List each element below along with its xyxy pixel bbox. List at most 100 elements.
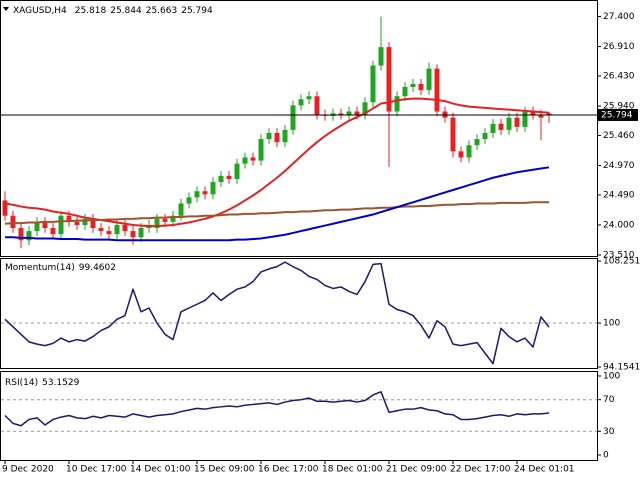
ohlc-value: 25.844 [110, 6, 142, 16]
candle-body [178, 203, 184, 216]
candle-body [426, 68, 432, 91]
indicator-title: RSI(14) 53.1529 [5, 378, 80, 388]
candle-body [26, 231, 32, 241]
candle-body [210, 182, 216, 195]
candle-body [522, 111, 528, 127]
candle-body [114, 224, 120, 235]
y-tick-label: 70 [603, 395, 615, 405]
y-tick-label: 24.000 [603, 220, 635, 230]
candle-body [186, 197, 192, 204]
y-tick-label: 0 [603, 451, 609, 461]
candle-body [218, 175, 224, 183]
indicator-name: RSI(14) [5, 378, 38, 388]
candle-body [346, 111, 352, 115]
candle-body [506, 117, 512, 130]
y-tick-label: 25.460 [603, 131, 635, 141]
candle-body [298, 99, 304, 106]
candle-body [450, 117, 456, 152]
candle-body [250, 157, 256, 161]
candle-body [90, 218, 96, 229]
y-tick-label: 26.910 [603, 42, 635, 52]
candle-body [98, 228, 104, 232]
candle-body [74, 221, 80, 225]
candle-body [338, 113, 344, 115]
candle-body [362, 102, 368, 115]
candle-body [394, 96, 400, 112]
candle-body [546, 113, 552, 115]
indicator-value: 99.4602 [79, 263, 116, 273]
ohlc-value: 25.794 [181, 6, 213, 16]
main-panel-frame [0, 0, 598, 257]
candle-body [290, 105, 296, 130]
plot-layer: 27.400 26.910 26.430 25.940 25.460 24.970 24.4… [1, 6, 640, 475]
x-tick-label: 21 Dec 09:00 [386, 465, 447, 475]
y-tick-label: 100 [603, 319, 620, 329]
candle-body [58, 215, 64, 235]
moving-average-line [5, 166, 550, 242]
candle-body [530, 111, 536, 115]
candle-body [170, 215, 176, 222]
current-price-label: 25.794 [601, 110, 633, 120]
candle-body [258, 139, 264, 161]
indicator-title: Momentum(14) 99.4602 [5, 263, 116, 273]
y-tick-label: 27.400 [603, 12, 635, 22]
candle-body [538, 114, 544, 118]
candle-body [386, 47, 392, 112]
candle-body [402, 87, 408, 97]
rsi-panel-frame [0, 371, 598, 461]
x-tick-label: 15 Dec 09:00 [194, 465, 255, 475]
candle-body [514, 117, 520, 127]
ohlc-value: 25.663 [146, 6, 178, 16]
x-tick-label: 22 Dec 17:00 [450, 465, 511, 475]
y-tick-label: 24.970 [603, 161, 635, 171]
candle-body [466, 145, 472, 158]
chart-title: XAGUSD,H4 [13, 6, 67, 16]
candle-body [370, 65, 376, 103]
candle-body [482, 132, 488, 140]
indicator-name: Momentum(14) [5, 263, 75, 273]
ohlc-value: 25.818 [75, 6, 107, 16]
candle-body [66, 215, 72, 222]
indicator-line [4, 261, 550, 365]
y-tick-label: 100 [603, 372, 620, 382]
y-tick-label: 23.510 [603, 251, 635, 261]
candle-body [418, 83, 424, 91]
momentum-panel-frame [0, 258, 598, 369]
candle-body [306, 96, 312, 100]
candle-body [154, 218, 160, 229]
x-tick-label: 16 Dec 17:00 [258, 465, 319, 475]
candle-body [162, 218, 168, 222]
candle-body [138, 228, 144, 238]
indicator-value: 53.1529 [42, 378, 79, 388]
candle-body [354, 111, 360, 115]
y-tick-label: 30 [603, 427, 615, 437]
y-tick-label: 26.430 [603, 71, 635, 81]
candle-body [122, 224, 128, 232]
candle-body [234, 163, 240, 179]
candle-body [194, 191, 200, 198]
candle-body [434, 68, 440, 112]
candle-body [274, 132, 280, 143]
chart-header: XAGUSD,H4 25.818 25.844 25.663 25.794 [13, 6, 213, 16]
current-price-box [598, 108, 638, 121]
y-tick-label: 108.251 [603, 257, 640, 267]
candle-body [10, 215, 16, 229]
indicator-line [4, 391, 550, 427]
candle-body [498, 123, 504, 130]
candle-body [378, 47, 384, 66]
candle-body [282, 129, 288, 143]
candle-body [106, 231, 112, 235]
candle-body [202, 191, 208, 195]
x-tick-label: 9 Dec 2020 [2, 465, 54, 475]
candle-body [474, 139, 480, 146]
candle-body [314, 96, 320, 115]
moving-average-line [4, 201, 549, 225]
x-tick-label: 18 Dec 01:00 [322, 465, 383, 475]
y-tick-label: 94.1541 [603, 363, 640, 373]
candle-body [410, 83, 416, 87]
candle-body [18, 228, 24, 241]
candle-body [266, 132, 272, 140]
symbol-menu-icon[interactable] [3, 7, 9, 11]
